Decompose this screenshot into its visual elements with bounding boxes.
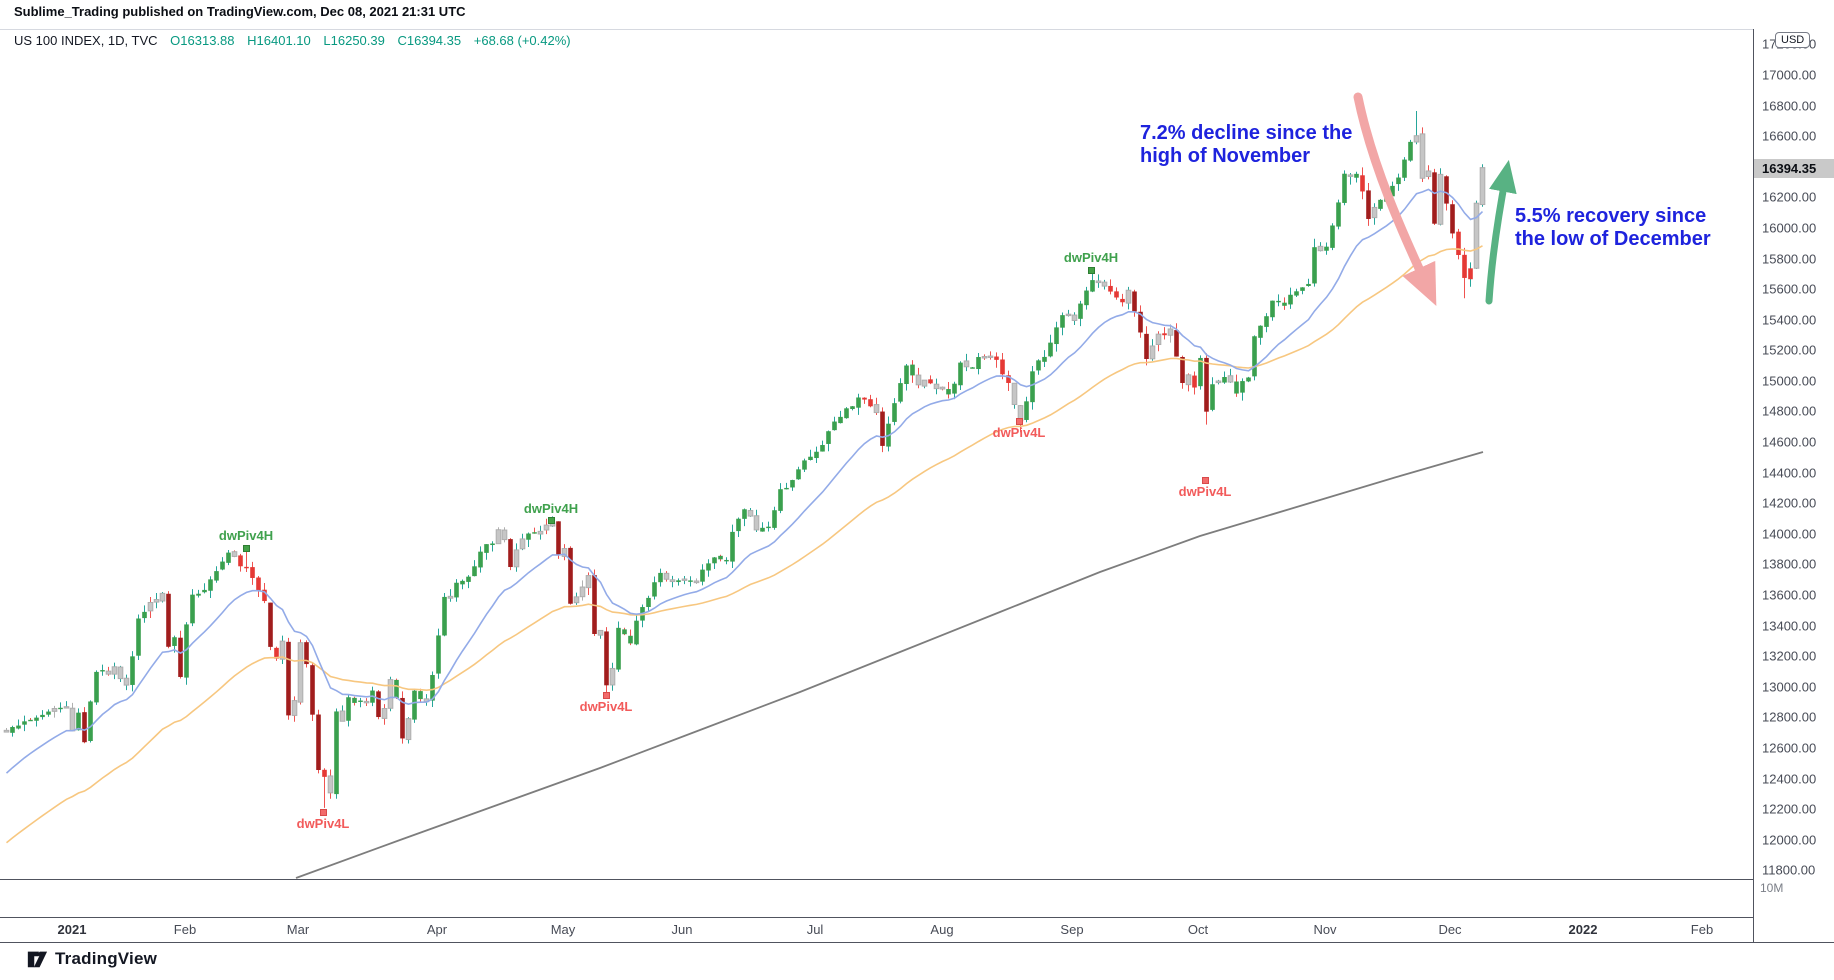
pivot-label-low: dwPiv4L (296, 816, 350, 831)
recovery-arrow (1485, 159, 1517, 305)
pivot-label-high: dwPiv4H (1063, 250, 1119, 265)
time-axis-label: Mar (286, 922, 310, 937)
time-axis-label: Apr (426, 922, 448, 937)
price-axis-label: 14600.00 (1762, 434, 1817, 450)
price-axis-label: 12400.00 (1762, 771, 1817, 787)
price-axis-label: 12800.00 (1762, 709, 1817, 725)
recovery-annotation[interactable]: 5.5% recovery since the low of December (1515, 205, 1711, 251)
price-axis-label: 13400.00 (1762, 618, 1817, 634)
bottom-border (0, 942, 1834, 943)
time-axis-label: Oct (1187, 922, 1209, 937)
price-plot[interactable] (0, 29, 1753, 879)
price-axis-label: 16000.00 (1762, 220, 1817, 236)
price-axis-label: 15400.00 (1762, 312, 1817, 328)
price-axis-label: 15600.00 (1762, 281, 1817, 297)
decline-annotation[interactable]: 7.2% decline since the high of November (1140, 122, 1352, 168)
price-axis-label: 15800.00 (1762, 251, 1817, 267)
pivot-label-high: dwPiv4H (218, 528, 274, 543)
price-axis-label: 14800.00 (1762, 403, 1817, 419)
slow-ma-gray (295, 451, 1484, 879)
price-axis-label: 14400.00 (1762, 465, 1817, 481)
ohlc-open: O16313.88 (170, 33, 235, 48)
change-value: +68.68 (+0.42%) (473, 33, 571, 48)
ohlc-close: C16394.35 (397, 33, 462, 48)
time-axis-label: Nov (1313, 922, 1337, 937)
mid-ma-orange (6, 245, 1483, 844)
symbol-legend[interactable]: US 100 INDEX, 1D, TVC O16313.88 H16401.1… (14, 33, 571, 48)
time-axis-label: 2021 (57, 922, 87, 937)
fast-ma-blue (5, 188, 1484, 774)
price-axis-label: 16600.00 (1762, 128, 1817, 144)
currency-button[interactable]: USD (1775, 32, 1811, 48)
price-axis-label: 12200.00 (1762, 801, 1817, 817)
time-axis-label: Feb (1690, 922, 1714, 937)
volume-scale-label: 10M (1760, 881, 1784, 895)
time-axis-label: Aug (930, 922, 954, 937)
price-axis-label: 16200.00 (1762, 189, 1817, 205)
recovery-annotation-line1: 5.5% recovery since (1515, 205, 1707, 227)
pivot-label-high: dwPiv4H (523, 501, 579, 516)
pivot-label-low: dwPiv4L (579, 699, 633, 714)
candles-layer (3, 110, 1486, 808)
price-axis[interactable]: 17200.0017000.0016800.0016600.0016400.00… (1754, 29, 1834, 942)
price-axis-label: 14200.00 (1762, 495, 1817, 511)
last-price-tag: 16394.35 (1754, 158, 1834, 178)
price-volume-separator[interactable] (0, 879, 1834, 880)
decline-annotation-line1: 7.2% decline since the (1140, 122, 1353, 144)
price-axis-label: 12600.00 (1762, 740, 1817, 756)
pivot-label-low: dwPiv4L (992, 425, 1046, 440)
symbol-title[interactable]: US 100 INDEX, 1D, TVC (14, 33, 158, 48)
drawn-arrows-layer (1353, 92, 1517, 306)
price-axis-label: 13800.00 (1762, 556, 1817, 572)
pivot-marker-square (603, 692, 610, 699)
price-axis-label: 17000.00 (1762, 67, 1817, 83)
moving-averages-layer (5, 188, 1484, 879)
price-axis-label: 15000.00 (1762, 373, 1817, 389)
price-axis-label: 13600.00 (1762, 587, 1817, 603)
pivot-marker-square (243, 545, 250, 552)
pivot-marker-square (548, 517, 555, 524)
time-axis-label: Sep (1060, 922, 1084, 937)
price-axis-label: 15200.00 (1762, 342, 1817, 358)
pivot-marker-square (1016, 418, 1023, 425)
pivot-marker-square (320, 809, 327, 816)
price-axis-border (1753, 29, 1754, 942)
price-axis-label: 14000.00 (1762, 526, 1817, 542)
time-axis-label: Jun (671, 922, 693, 937)
chart-top-border (0, 29, 1834, 30)
price-axis-label: 13000.00 (1762, 679, 1817, 695)
decline-arrow (1353, 92, 1437, 306)
pivot-marker-square (1202, 477, 1209, 484)
ohlc-high: H16401.10 (247, 33, 311, 48)
time-axis-label: Feb (173, 922, 197, 937)
time-axis-label: Jul (806, 922, 824, 937)
attribution-text: Sublime_Trading published on TradingView… (14, 4, 466, 19)
ohlc-low: L16250.39 (323, 33, 385, 48)
decline-annotation-line2: high of November (1140, 145, 1311, 167)
time-axis-label: 2022 (1568, 922, 1598, 937)
price-axis-label: 16800.00 (1762, 98, 1817, 114)
time-axis-label: Dec (1438, 922, 1462, 937)
pivot-label-low: dwPiv4L (1178, 484, 1232, 499)
tradingview-logo-text: TradingView (55, 949, 158, 968)
pivot-marker-square (1088, 267, 1095, 274)
price-axis-label: 11800.00 (1762, 862, 1816, 878)
volume-timeaxis-separator[interactable] (0, 917, 1834, 918)
time-axis-label: May (550, 922, 576, 937)
time-axis[interactable]: 2021 Feb Mar Apr May Jun Jul Aug Sep Oct Nov Dec 202… (0, 918, 1753, 942)
tradingview-logo[interactable]: TradingView (26, 948, 157, 970)
recovery-annotation-line2: the low of December (1515, 228, 1711, 250)
tradingview-logo-icon (27, 951, 48, 968)
price-axis-label: 12000.00 (1762, 832, 1817, 848)
price-axis-label: 13200.00 (1762, 648, 1817, 664)
